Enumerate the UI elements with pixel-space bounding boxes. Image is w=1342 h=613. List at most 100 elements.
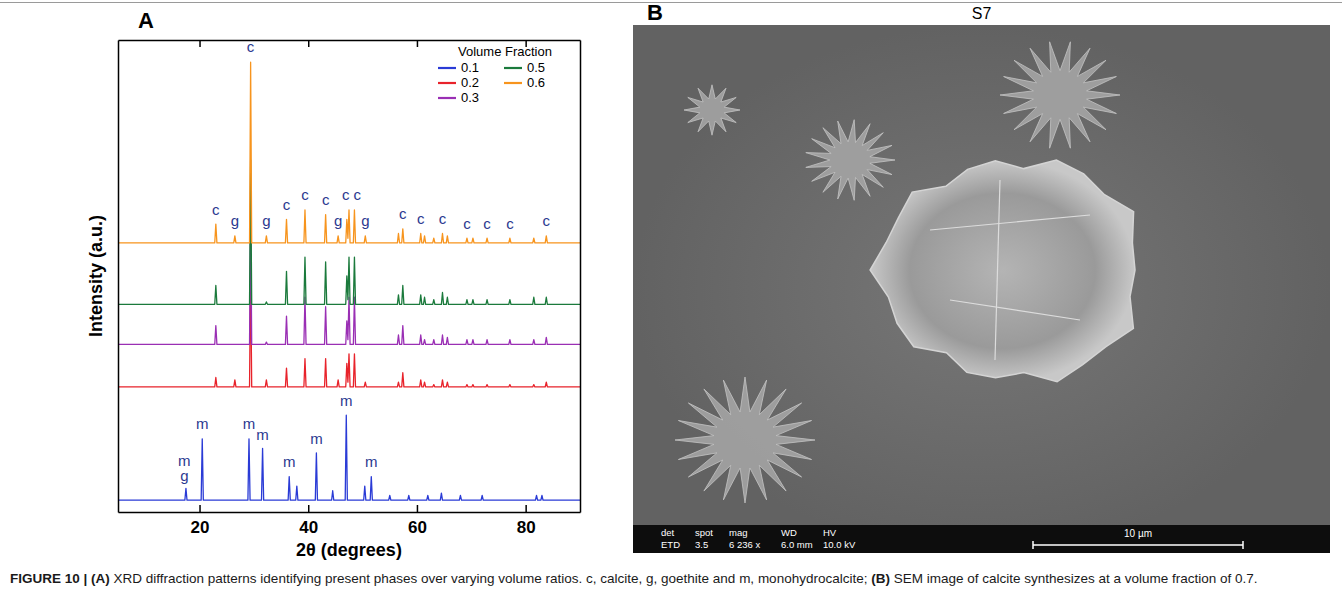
phase-label: c — [463, 215, 471, 232]
legend-label: 0.1 — [461, 60, 479, 75]
phase-label: c — [342, 186, 350, 203]
panel-label: B — [647, 0, 663, 25]
sem-facet — [995, 180, 1000, 360]
phase-label: c — [483, 215, 491, 232]
sem-info-header: mag — [729, 527, 747, 538]
sem-info-header: spot — [695, 527, 713, 538]
legend-swatch — [504, 67, 522, 69]
y-axis — [118, 41, 119, 513]
plot-lines — [118, 62, 580, 500]
x-tick-top — [417, 40, 418, 47]
x-tick-mark — [308, 40, 310, 47]
caption-text: FIGURE 10 | (A) — [10, 571, 110, 586]
sem-info-value: 6.0 mm — [781, 539, 813, 550]
phase-label: c — [212, 201, 220, 218]
legend-title: Volume Fraction — [458, 44, 552, 59]
legend: Volume Fraction0.10.20.3 0.50.6 — [438, 44, 552, 105]
x-tick-label: 60 — [408, 518, 427, 537]
sem-image — [633, 25, 1330, 553]
phase-label: c — [439, 210, 447, 227]
sem-facet — [930, 215, 1090, 230]
xrd-pattern — [118, 62, 580, 243]
sem-cluster — [675, 377, 815, 503]
phase-label: c — [322, 191, 330, 208]
sem-info-value: 3.5 — [695, 539, 708, 550]
sem-info-value: ETD — [661, 539, 680, 550]
x-tick-mark — [525, 505, 527, 512]
phase-label: g — [334, 212, 342, 229]
x-tick-mark — [417, 505, 419, 512]
x-axis: 20 40 60 80 — [119, 505, 581, 537]
phase-label: c — [301, 186, 309, 203]
legend-label: 0.6 — [527, 75, 545, 90]
x-tick: 20 — [191, 505, 210, 537]
sem-panel: BS7detspotmagWDHVETD3.56 236 x6.0 mm10.0… — [633, 0, 1330, 553]
xrd-pattern — [118, 160, 580, 304]
phase-label: m — [310, 430, 323, 447]
sem-info-header: det — [661, 527, 675, 538]
caption-text: XRD diffraction patterns identifying pre… — [110, 571, 871, 586]
legend-label: 0.5 — [527, 60, 545, 75]
axis-line — [118, 41, 120, 513]
phase-label: m — [256, 426, 269, 443]
phase-label: c — [543, 212, 551, 229]
x-tick: 80 — [517, 505, 536, 537]
sem-facet — [950, 300, 1080, 320]
phase-label: g — [231, 212, 239, 229]
phase-label: g — [361, 212, 369, 229]
figure-svg: 204060802θ (degrees)Intensity (a.u.)cgcg… — [0, 0, 1342, 565]
x-tick: 60 — [408, 505, 427, 537]
xrd-pattern — [118, 415, 580, 500]
phase-label: m — [365, 453, 378, 470]
legend-label: 0.2 — [461, 75, 479, 90]
axis-line — [580, 41, 582, 513]
phase-label: m — [340, 392, 353, 409]
sem-info-value: 10.0 kV — [823, 539, 856, 550]
figure: 204060802θ (degrees)Intensity (a.u.)cgcg… — [0, 0, 1342, 565]
phase-label: c — [283, 196, 291, 213]
panel-label: A — [138, 8, 154, 33]
x-tick-top — [200, 40, 201, 47]
x-tick-label: 20 — [191, 518, 210, 537]
phase-label: m — [283, 453, 296, 470]
sem-scale-bar-end — [1032, 541, 1034, 549]
phase-label: m — [178, 452, 191, 469]
caption-text: SEM image of calcite synthesizes at a vo… — [890, 571, 1258, 586]
x-tick-mark — [417, 40, 419, 47]
x-tick-mark — [199, 505, 201, 512]
y-axis-title: Intensity (a.u.) — [86, 215, 106, 337]
legend-swatch — [438, 67, 456, 69]
axis-line — [119, 512, 581, 514]
phase-label: c — [353, 186, 361, 203]
sem-cluster — [1000, 42, 1120, 148]
legend-swatch — [438, 97, 456, 99]
sem-particle — [870, 160, 1135, 382]
phase-label: g — [180, 467, 188, 484]
sem-cluster — [684, 85, 740, 135]
phase-label: c — [506, 215, 514, 232]
phase-label: c — [399, 205, 407, 222]
panel-title: S7 — [972, 5, 992, 22]
caption-text: (B) — [871, 571, 890, 586]
x-tick-mark — [199, 40, 201, 47]
x-tick-label: 80 — [517, 518, 536, 537]
phase-label: c — [247, 38, 255, 55]
sem-scale-label: 10 µm — [1124, 528, 1152, 539]
legend-label: 0.3 — [461, 90, 479, 105]
phase-labels: cgcgcccgccgcccccccmgmmmmmmm — [178, 38, 550, 485]
x-tick-label: 40 — [299, 518, 318, 537]
phase-label: m — [243, 415, 256, 432]
y-axis-right — [580, 41, 581, 513]
x-tick-top — [308, 40, 309, 47]
x-axis-title: 2θ (degrees) — [296, 540, 402, 560]
phase-label: m — [196, 415, 209, 432]
top-rule — [0, 2, 1342, 3]
phase-label: g — [262, 212, 270, 229]
axis-line — [119, 40, 581, 42]
sem-cluster — [806, 120, 895, 201]
x-tick: 40 — [299, 505, 318, 537]
sem-scale-bar-end — [1242, 541, 1244, 549]
phase-label: c — [417, 210, 425, 227]
sem-info-header: WD — [781, 527, 797, 538]
sem-background — [633, 25, 1330, 553]
